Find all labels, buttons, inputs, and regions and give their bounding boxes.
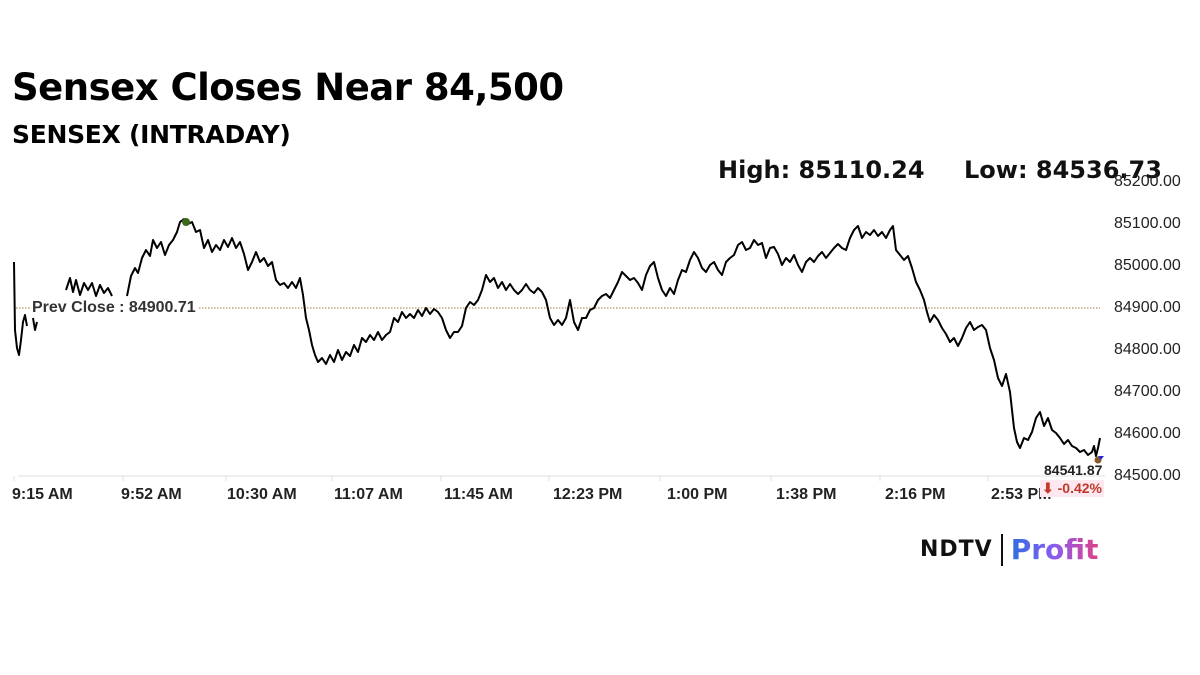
x-tick: 2:53 PM bbox=[991, 486, 1052, 503]
logo-profit: Profit bbox=[1010, 533, 1099, 566]
chart-subtitle: SENSEX (INTRADAY) bbox=[12, 120, 291, 149]
x-tick: 9:15 AM bbox=[12, 486, 73, 503]
y-tick: 85200.00 bbox=[1114, 173, 1181, 190]
low-marker bbox=[1098, 456, 1104, 460]
logo-divider bbox=[1000, 533, 1003, 566]
x-tick: 12:23 PM bbox=[553, 486, 623, 503]
ndtv-profit-logo: NDTV Profit bbox=[920, 533, 1098, 566]
y-tick: 85100.00 bbox=[1114, 215, 1181, 232]
x-axis-ticks bbox=[13, 476, 989, 481]
chart-title: Sensex Closes Near 84,500 bbox=[12, 66, 564, 109]
price-line bbox=[13, 218, 1101, 457]
high-marker bbox=[182, 218, 190, 226]
y-tick: 84600.00 bbox=[1114, 425, 1181, 442]
prev-close-label: Prev Close : 84900.71 bbox=[30, 299, 198, 317]
x-tick: 2:16 PM bbox=[885, 486, 946, 503]
y-tick: 84700.00 bbox=[1114, 383, 1181, 400]
y-tick: 84800.00 bbox=[1114, 341, 1181, 358]
x-tick: 9:52 AM bbox=[121, 486, 182, 503]
y-tick: 84900.00 bbox=[1114, 299, 1181, 316]
logo-ndtv: NDTV bbox=[920, 537, 993, 562]
change-badge: ⬇ -0.42% bbox=[1040, 480, 1104, 497]
y-tick: 85000.00 bbox=[1114, 257, 1181, 274]
last-price-label: 84541.87 bbox=[1044, 462, 1103, 478]
day-high: High: 85110.24 bbox=[718, 156, 925, 184]
x-tick: 11:07 AM bbox=[334, 486, 403, 503]
x-tick: 10:30 AM bbox=[227, 486, 297, 503]
day-low: Low: 84536.73 bbox=[964, 156, 1162, 184]
x-tick: 1:38 PM bbox=[776, 486, 837, 503]
y-tick: 84500.00 bbox=[1114, 467, 1181, 484]
x-tick: 1:00 PM bbox=[667, 486, 728, 503]
x-tick: 11:45 AM bbox=[444, 486, 513, 503]
